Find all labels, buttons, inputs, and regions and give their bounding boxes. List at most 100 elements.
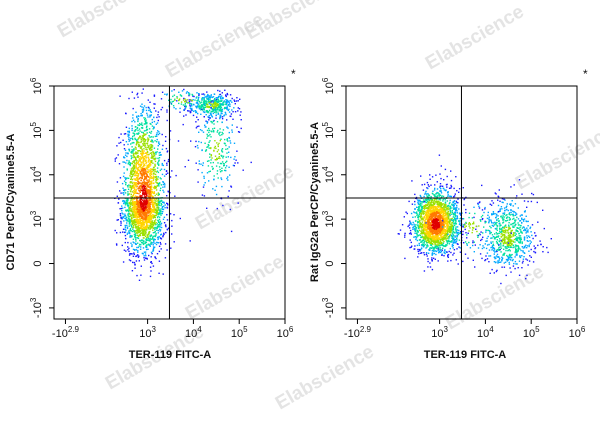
event-dot — [429, 174, 431, 176]
event-dot — [160, 248, 162, 250]
event-dot — [211, 110, 214, 113]
event-dot — [131, 185, 133, 187]
event-dot — [427, 199, 429, 201]
event-dot — [143, 138, 146, 140]
event-dot — [128, 212, 130, 214]
event-dot — [142, 155, 144, 158]
event-dot — [150, 270, 152, 272]
event-dot — [160, 200, 162, 203]
event-dot — [438, 234, 441, 236]
event-dot — [133, 221, 136, 224]
event-dot — [250, 161, 252, 164]
event-dot — [143, 189, 146, 192]
event-dot — [420, 218, 423, 220]
event-dot — [142, 205, 144, 207]
event-dot — [226, 119, 228, 121]
event-dot — [417, 225, 419, 227]
event-dot — [203, 177, 205, 179]
event-dot — [141, 229, 144, 231]
event-dot — [415, 212, 418, 214]
event-dot — [152, 235, 154, 238]
event-dot — [431, 238, 433, 240]
event-dot — [143, 229, 145, 232]
event-dot — [136, 200, 139, 203]
event-dot — [126, 210, 129, 212]
event-dot — [144, 140, 146, 143]
event-dot — [433, 213, 435, 215]
event-dot — [137, 231, 139, 234]
event-dot — [142, 196, 144, 199]
event-dot — [145, 106, 147, 109]
event-dot — [142, 223, 144, 225]
event-dot — [187, 110, 189, 112]
event-dot — [203, 184, 205, 186]
event-dot — [202, 107, 205, 109]
event-dot — [455, 230, 457, 232]
event-dot — [446, 230, 448, 233]
event-dot — [416, 229, 419, 232]
event-dot — [120, 141, 122, 144]
event-dot — [197, 106, 200, 108]
event-dot — [463, 204, 465, 206]
event-dot — [422, 236, 425, 239]
event-dot — [123, 189, 126, 191]
event-dot — [134, 219, 136, 221]
event-dot — [136, 237, 138, 239]
event-dot — [207, 100, 210, 102]
event-dot — [141, 131, 143, 133]
event-dot — [197, 112, 199, 115]
event-dot — [129, 260, 132, 262]
event-dot — [452, 231, 454, 233]
event-dot — [156, 135, 158, 137]
event-dot — [200, 105, 202, 107]
event-dot — [423, 242, 425, 244]
event-dot — [421, 223, 424, 225]
event-dot — [143, 143, 145, 145]
event-dot — [157, 215, 159, 218]
event-dot — [131, 235, 133, 237]
event-dot — [202, 162, 204, 164]
event-dot — [430, 241, 432, 244]
event-dot — [135, 151, 137, 153]
event-dot — [127, 188, 130, 190]
event-dot — [148, 191, 150, 193]
event-dot — [123, 157, 126, 159]
event-dot — [149, 174, 151, 176]
event-dot — [134, 235, 136, 238]
event-dot — [438, 246, 440, 249]
event-dot — [158, 160, 160, 162]
event-dot — [130, 220, 133, 223]
event-dot — [198, 94, 200, 96]
event-dot — [140, 219, 143, 222]
event-dot — [137, 242, 139, 244]
event-dot — [457, 263, 459, 265]
event-dot — [144, 220, 147, 222]
event-dot — [140, 123, 143, 126]
event-dot — [142, 230, 144, 232]
event-dot — [148, 204, 151, 207]
event-dot — [129, 173, 132, 175]
event-dot — [129, 220, 131, 222]
event-dot — [445, 244, 448, 246]
event-dot — [175, 174, 177, 177]
event-dot — [141, 156, 144, 159]
event-dot — [148, 169, 150, 171]
event-dot — [156, 116, 158, 119]
event-dot — [200, 107, 202, 110]
event-dot — [455, 231, 458, 233]
event-dot — [158, 245, 161, 247]
event-dot — [414, 248, 416, 250]
event-dot — [159, 241, 161, 244]
event-dot — [164, 93, 166, 95]
event-dot — [188, 100, 191, 103]
event-dot — [203, 98, 205, 100]
event-dot — [404, 236, 406, 238]
event-dot — [417, 248, 419, 251]
event-dot — [427, 212, 429, 214]
event-dot — [158, 206, 160, 209]
event-dot — [139, 214, 141, 217]
event-dot — [166, 195, 168, 197]
event-dot — [143, 240, 145, 242]
event-dot — [439, 183, 442, 185]
